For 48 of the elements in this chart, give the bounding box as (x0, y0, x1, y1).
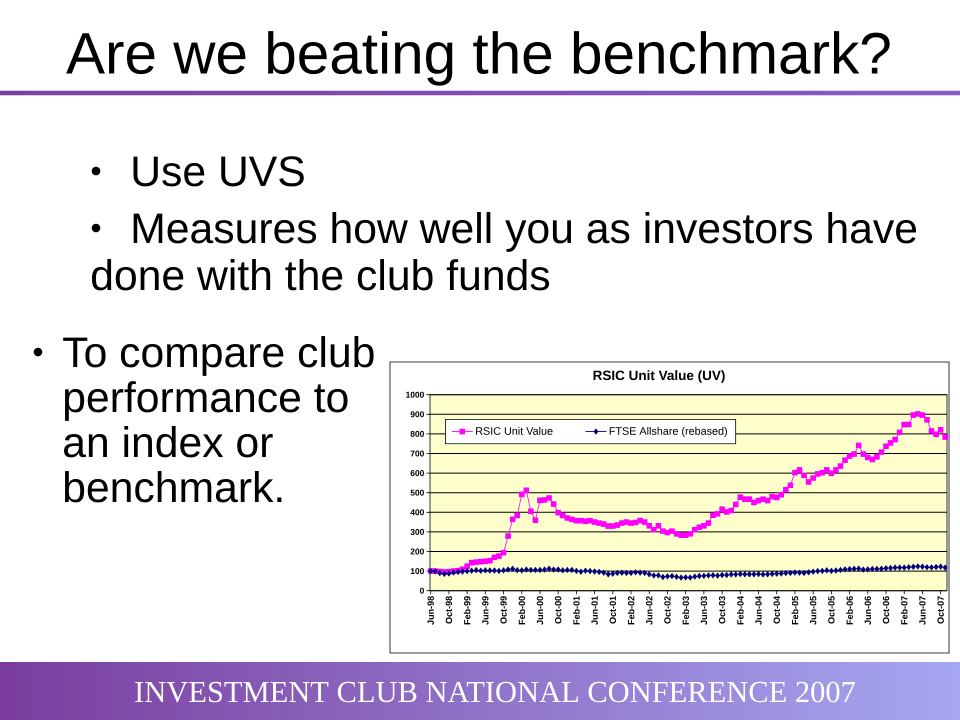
x-tick-label: Jun-00 (536, 596, 544, 625)
x-tick-label: Oct-05 (828, 596, 835, 624)
x-tick-label: Oct-98 (446, 596, 452, 624)
x-tick-label: Oct-04 (774, 596, 780, 624)
x-tick-label: Feb-05 (792, 596, 798, 624)
chart-title: RSIC Unit Value (UV) (594, 370, 725, 383)
x-tick-label: Feb-99 (464, 596, 470, 624)
x-tick-label: Feb-01 (573, 596, 580, 624)
legend-label: FTSE Allshare (rebased) (610, 426, 727, 437)
x-tick-label: Jun-07 (919, 596, 926, 625)
x-tick-label: Jun-99 (482, 596, 489, 625)
y-tick-label: 300 (410, 528, 424, 535)
text: Measures how well you as investors have done with the club funds (92, 212, 916, 290)
x-tick-label: Feb-00 (518, 596, 526, 624)
x-tick-label: Oct-00 (554, 596, 562, 624)
legend-label: RSIC Unit Value (476, 426, 553, 435)
y-tick-label: 1000 (406, 392, 424, 398)
text: To compare club performance to an index or benchmark. (63, 336, 374, 502)
y-tick-label: 700 (410, 450, 424, 456)
text: Use UVS (133, 156, 304, 186)
y-tick-label: 200 (410, 548, 424, 554)
x-tick-label: Oct-02 (664, 596, 671, 624)
x-tick-label: Feb-06 (846, 596, 853, 624)
y-tick-label: 400 (410, 509, 424, 516)
x-tick-label: Oct-01 (610, 596, 616, 624)
x-tick-label: Jun-98 (428, 596, 434, 625)
y-tick-label: 800 (410, 430, 424, 437)
x-tick-label: Feb-02 (628, 596, 634, 624)
x-tick-label: Oct-06 (882, 596, 890, 624)
x-tick-label: Feb-04 (736, 596, 744, 624)
y-tick-label: 600 (410, 470, 424, 476)
x-tick-label: Jun-01 (591, 596, 598, 625)
x-tick-label: Jun-06 (864, 596, 871, 625)
x-tick-label: Jun-03 (700, 596, 708, 625)
x-tick-label: Jun-05 (810, 596, 816, 625)
y-tick-label: 0 (420, 588, 424, 594)
text: Are we beating the benchmark? (66, 31, 890, 86)
y-tick-label: 100 (410, 568, 424, 574)
x-tick-label: Jun-02 (646, 596, 652, 625)
x-tick-label: Feb-07 (900, 596, 908, 624)
y-tick-label: 500 (410, 490, 424, 496)
x-tick-label: Feb-03 (682, 596, 689, 624)
y-tick-label: 900 (410, 411, 424, 418)
x-tick-label: Oct-07 (937, 596, 944, 624)
x-tick-label: Oct-99 (500, 596, 507, 624)
x-tick-label: Oct-03 (718, 596, 726, 624)
text: INVESTMENT CLUB NATIONAL CONFERENCE 2007 (135, 682, 855, 702)
x-tick-label: Jun-04 (755, 596, 762, 625)
